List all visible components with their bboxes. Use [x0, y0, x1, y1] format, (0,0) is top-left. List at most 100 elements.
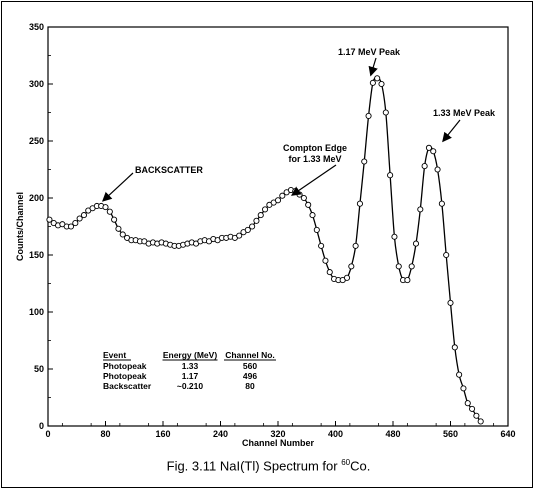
x-tick-label: 80 [100, 429, 110, 439]
caption-prefix: Fig. 3.11 NaI(Tl) Spectrum for [166, 458, 342, 474]
data-point [305, 201, 312, 208]
data-point [464, 400, 471, 407]
data-point [244, 226, 251, 233]
x-tick-label: 240 [213, 429, 228, 439]
data-point [119, 231, 126, 238]
y-tick-label: 250 [29, 136, 44, 146]
data-point [322, 257, 329, 264]
data-point [369, 79, 376, 86]
data-point [300, 194, 307, 202]
x-tick-label: 640 [500, 429, 515, 439]
table-cell: Photopeak [103, 371, 147, 381]
annotation-backscatter: BACKSCATTER [135, 165, 203, 175]
data-point [279, 192, 286, 199]
data-point [425, 144, 432, 151]
data-point [438, 200, 445, 207]
x-tick-label: 560 [443, 429, 458, 439]
annotation-133-peak: 1.33 MeV Peak [433, 108, 496, 118]
y-tick-label: 100 [29, 307, 44, 317]
points-layer [46, 75, 484, 425]
y-tick-label: 50 [34, 364, 44, 374]
event-table: Event Energy (MeV) Channel No. Photopeak 1.3… [103, 350, 276, 391]
data-point [111, 216, 118, 223]
x-tick-label: 0 [45, 429, 50, 439]
table-header: Energy (MeV) [163, 350, 217, 360]
data-point [408, 263, 415, 270]
table-cell: 496 [243, 371, 257, 381]
y-tick-label: 0 [39, 421, 44, 431]
table-cell: Photopeak [103, 361, 147, 371]
annotation-compton-line2: for 1.33 MeV [288, 154, 341, 164]
data-point [115, 225, 122, 232]
x-tick-label: 320 [270, 429, 285, 439]
data-point [374, 75, 381, 82]
data-point [460, 385, 467, 392]
table-cell: 1.33 [182, 361, 199, 371]
y-tick-label: 200 [29, 193, 44, 203]
x-axis-label: Channel Number [242, 438, 315, 448]
data-point [326, 269, 333, 276]
table-cell: 560 [243, 361, 257, 371]
annotation-arrow [442, 119, 461, 143]
data-point [253, 217, 260, 224]
data-point [443, 251, 450, 259]
data-point [430, 148, 437, 155]
data-point [477, 418, 484, 425]
annotation-arrow [101, 172, 134, 202]
data-point [456, 371, 463, 378]
table-cell: ~0.210 [177, 381, 204, 391]
axes: 0 80 160 240 320 400 480 560 640 0 50 100 150 200 250 3… [15, 22, 516, 448]
data-point [387, 172, 394, 179]
data-point [76, 215, 83, 222]
data-point [417, 206, 424, 213]
data-point [434, 166, 441, 173]
data-point [395, 263, 402, 270]
table-cell: 1.17 [182, 371, 199, 381]
data-point [236, 232, 243, 239]
data-point [361, 158, 368, 165]
data-point [348, 263, 355, 270]
data-point [46, 216, 53, 223]
figure-caption: Fig. 3.11 NaI(Tl) Spectrum for 60Co. [0, 458, 537, 473]
data-point [365, 112, 372, 119]
x-tick-label: 480 [385, 429, 400, 439]
data-point [72, 220, 79, 227]
annotation-117-peak: 1.17 MeV Peak [338, 47, 401, 57]
x-tick-label: 160 [155, 429, 170, 439]
data-point [262, 206, 269, 213]
data-point [421, 163, 428, 170]
y-axis-label: Counts/Channel [15, 192, 25, 261]
data-point [257, 212, 264, 219]
table-header: Event [103, 350, 126, 360]
data-point [391, 233, 398, 240]
data-point [404, 277, 411, 284]
data-point [249, 223, 256, 230]
data-point [313, 226, 320, 233]
table-header: Channel No. [225, 350, 275, 360]
data-point [318, 242, 325, 249]
data-point [102, 204, 109, 211]
data-point [80, 212, 87, 219]
data-point [106, 208, 113, 215]
data-point [382, 109, 389, 116]
data-point [469, 405, 476, 412]
x-tick-label: 400 [328, 429, 343, 439]
annotation-arrow [290, 164, 337, 196]
data-point [352, 242, 359, 249]
y-tick-label: 150 [29, 250, 44, 260]
caption-suffix: Co. [350, 458, 371, 474]
y-tick-label: 350 [29, 22, 44, 32]
data-point [451, 344, 458, 351]
y-tick-label: 300 [29, 79, 44, 89]
table-cell: 80 [245, 381, 255, 391]
annotation-arrow [368, 57, 378, 77]
annotation-compton: Compton Edge [283, 143, 347, 153]
data-point [274, 197, 282, 204]
data-point [356, 200, 363, 207]
data-point [447, 299, 454, 306]
table-cell: Backscatter [103, 381, 152, 391]
data-point [412, 240, 420, 247]
data-point [67, 223, 75, 230]
